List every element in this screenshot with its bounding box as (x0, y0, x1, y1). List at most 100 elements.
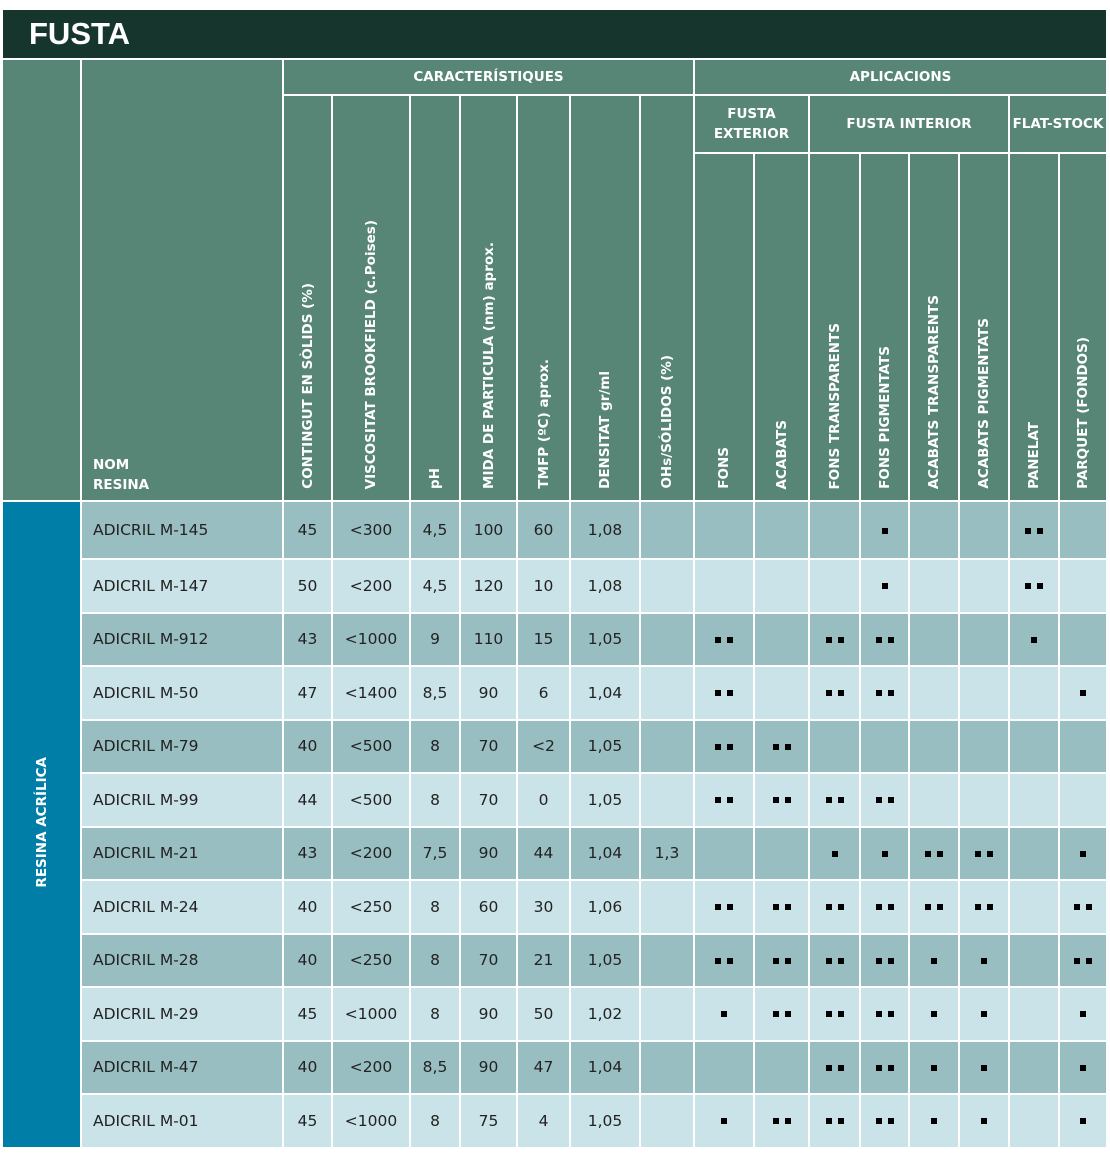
characteristic-column-header: MIDA DE PARTICULA (nm) aprox. (461, 96, 516, 500)
application-suitability (1060, 1095, 1106, 1147)
suitability-mark-icon (931, 957, 937, 964)
characteristic-value: 9 (411, 613, 459, 665)
suitability-mark-icon (837, 1118, 844, 1125)
characteristic-value: 40 (284, 881, 331, 933)
column-label: PARQUET (FONDOS) (1075, 337, 1091, 489)
application-suitability (1010, 502, 1058, 558)
application-suitability (1060, 934, 1106, 986)
characteristic-value: 1,08 (571, 502, 639, 558)
application-suitability (1010, 560, 1058, 612)
column-label: MIDA DE PARTICULA (nm) aprox. (480, 242, 497, 489)
characteristic-value: 8 (411, 881, 459, 933)
characteristic-value: 90 (461, 667, 516, 719)
application-suitability (1060, 827, 1106, 879)
application-suitability (861, 613, 908, 665)
suitability-mark-icon (975, 850, 981, 857)
suitability-mark-icon (1037, 527, 1043, 534)
suitability-mark-icon (825, 1118, 832, 1125)
characteristic-value: 8 (411, 934, 459, 986)
characteristic-value: 100 (461, 502, 516, 558)
application-suitability (1010, 774, 1058, 826)
characteristic-value (641, 720, 693, 772)
suitability-mark-icon (981, 1011, 987, 1018)
name-label: RESINA (93, 477, 150, 493)
suitability-mark-icon (875, 904, 882, 911)
characteristic-value: 1,05 (571, 774, 639, 826)
column-label: FONS TRANSPARENTS (826, 322, 843, 489)
application-suitability (910, 881, 958, 933)
characteristic-value: 30 (518, 881, 569, 933)
application-suitability (960, 613, 1008, 665)
application-suitability (861, 560, 908, 612)
characteristic-value: 8 (411, 988, 459, 1040)
suitability-mark-icon (772, 1011, 779, 1018)
application-suitability (810, 720, 859, 772)
suitability-mark-icon (1074, 904, 1080, 911)
characteristic-value: 1,05 (571, 1095, 639, 1147)
side-header (3, 60, 80, 500)
application-suitability (1010, 1095, 1058, 1147)
table-row: ADICRIL M-21 43 <200 7,5 90 44 1,04 1,3 (3, 827, 1106, 879)
application-suitability (910, 720, 958, 772)
characteristic-value: <1000 (333, 988, 409, 1040)
application-suitability (960, 1041, 1008, 1093)
suitability-mark-icon (727, 636, 733, 643)
characteristic-value: 43 (284, 613, 331, 665)
suitability-mark-icon (715, 904, 721, 911)
application-suitability (810, 988, 859, 1040)
suitability-mark-icon (727, 690, 733, 697)
suitability-mark-icon (875, 1118, 882, 1125)
suitability-mark-icon (1080, 1011, 1086, 1018)
application-suitability (755, 774, 808, 826)
application-suitability (755, 1041, 808, 1093)
suitability-mark-icon (772, 957, 779, 964)
table-row: RESINA ACRÍLICA ADICRIL M-145 45 <300 4,5 100… (3, 502, 1106, 1147)
application-suitability (861, 502, 908, 558)
characteristic-value: 0 (518, 774, 569, 826)
application-suitability (755, 988, 808, 1040)
resin-table: NOM RESINA CARACTERÍSTIQUES APLICACIONS C… (1, 58, 1108, 1149)
application-suitability (810, 827, 859, 879)
application-suitability (1060, 881, 1106, 933)
application-suitability (960, 1095, 1008, 1147)
application-group-header: FUSTA EXTERIOR (695, 96, 808, 152)
suitability-mark-icon (881, 850, 888, 857)
table-row: ADICRIL M-47 40 <200 8,5 90 47 1,04 (3, 1041, 1106, 1093)
suitability-mark-icon (931, 1064, 937, 1071)
application-suitability (960, 774, 1008, 826)
application-suitability (1010, 1041, 1058, 1093)
characteristic-value: <200 (333, 560, 409, 612)
suitability-mark-icon (727, 743, 733, 750)
suitability-mark-icon (1080, 690, 1086, 697)
column-label: CONTINGUT EN SÒLIDS (%) (299, 283, 316, 489)
application-suitability (755, 881, 808, 933)
suitability-mark-icon (1086, 957, 1092, 964)
characteristic-value: <500 (333, 774, 409, 826)
suitability-mark-icon (772, 743, 779, 750)
application-suitability (1060, 667, 1106, 719)
application-suitability (910, 1041, 958, 1093)
characteristic-value (641, 1041, 693, 1093)
application-suitability (810, 502, 859, 558)
suitability-mark-icon (837, 957, 844, 964)
application-suitability (755, 502, 808, 558)
characteristic-value (641, 881, 693, 933)
application-suitability (810, 881, 859, 933)
suitability-mark-icon (887, 1064, 894, 1071)
application-suitability (910, 613, 958, 665)
application-suitability (861, 988, 908, 1040)
application-suitability (810, 667, 859, 719)
suitability-mark-icon (937, 904, 943, 911)
application-suitability (695, 881, 753, 933)
characteristic-value: 70 (461, 934, 516, 986)
application-suitability (695, 988, 753, 1040)
characteristic-value: 44 (518, 827, 569, 879)
characteristic-column-header: VISCOSITAT BROOKFIELD (c.Poises) (333, 96, 409, 500)
characteristic-value (641, 613, 693, 665)
suitability-mark-icon (875, 636, 882, 643)
column-label: FONS PIGMENTATS (876, 346, 893, 489)
characteristic-value: 47 (284, 667, 331, 719)
characteristic-value: 1,05 (571, 720, 639, 772)
suitability-mark-icon (887, 904, 894, 911)
characteristic-value: 8 (411, 774, 459, 826)
